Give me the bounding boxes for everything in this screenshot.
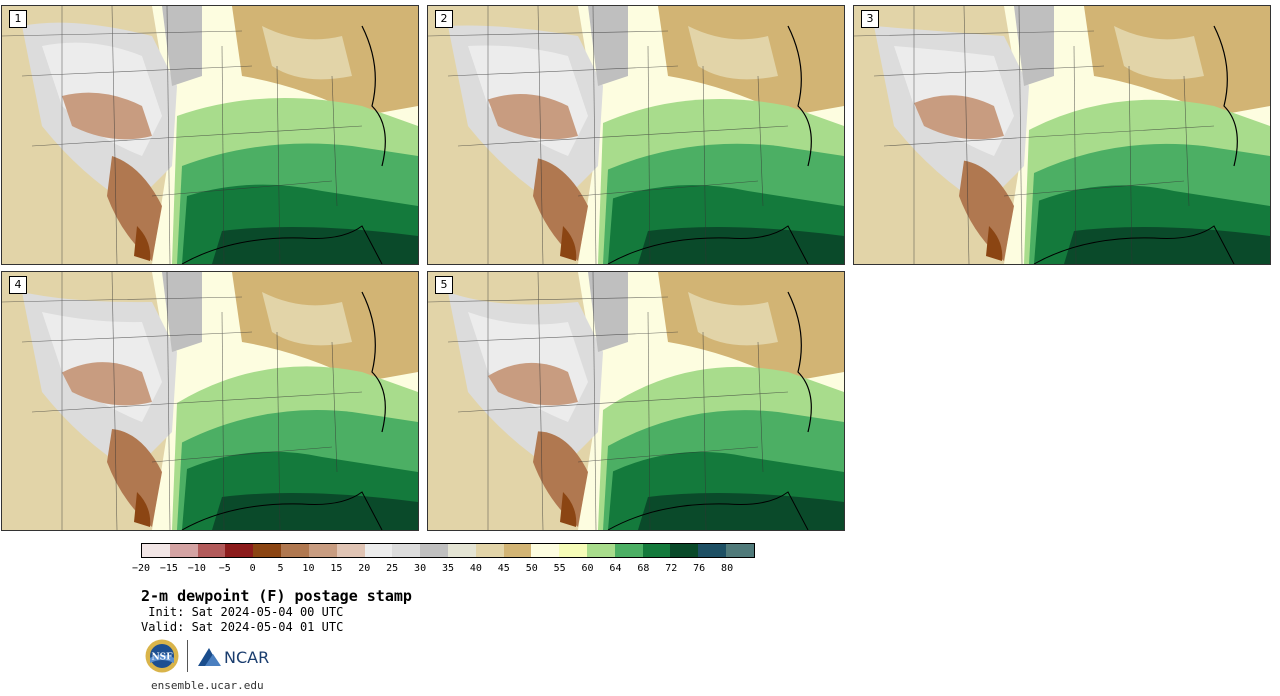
colorbar-swatch bbox=[197, 544, 226, 557]
colorbar-tick-label: −20 bbox=[131, 563, 151, 574]
colorbar-swatch bbox=[614, 544, 643, 557]
member-panel-5: 5 bbox=[427, 271, 845, 531]
member-panel-3: 3 bbox=[853, 5, 1271, 265]
colorbar bbox=[141, 543, 755, 558]
colorbar-ticks: −20 −15 −10 −5 0 5 10 15 20 25 30 35 40 45 50 55 60 64 68 7… bbox=[132, 563, 755, 577]
colorbar-tick-label: 10 bbox=[302, 563, 315, 574]
colorbar-tick-label: −10 bbox=[187, 563, 206, 574]
colorbar-tick-label: 50 bbox=[525, 563, 538, 574]
colorbar-tick-label: 76 bbox=[693, 563, 706, 574]
panel-number: 4 bbox=[9, 276, 27, 294]
colorbar-tick-label: 40 bbox=[469, 563, 482, 574]
dewpoint-map-4 bbox=[2, 272, 418, 530]
colorbar-swatch bbox=[642, 544, 671, 557]
colorbar-swatch bbox=[364, 544, 393, 557]
ncar-logo-text: NCAR bbox=[224, 648, 269, 667]
panel-number: 1 bbox=[9, 10, 27, 28]
map-title: 2-m dewpoint (F) postage stamp bbox=[141, 587, 412, 605]
colorbar-swatch bbox=[392, 544, 421, 557]
ncar-logo-icon: NCAR bbox=[198, 648, 269, 667]
colorbar-tick-label: 0 bbox=[249, 563, 256, 574]
colorbar-tick-label: 64 bbox=[609, 563, 622, 574]
colorbar-swatch bbox=[308, 544, 337, 557]
dewpoint-map-2 bbox=[428, 6, 844, 264]
colorbar-swatch bbox=[531, 544, 560, 557]
colorbar-tick-label: 55 bbox=[553, 563, 566, 574]
colorbar-swatch bbox=[670, 544, 699, 557]
colorbar-swatch bbox=[420, 544, 448, 557]
dewpoint-map-5 bbox=[428, 272, 844, 530]
colorbar-swatch bbox=[475, 544, 504, 557]
colorbar-tick-label: −15 bbox=[159, 563, 178, 574]
colorbar-tick-label: 68 bbox=[637, 563, 650, 574]
colorbar-tick-label: 72 bbox=[665, 563, 678, 574]
colorbar-tick-label: 15 bbox=[330, 563, 343, 574]
site-url: ensemble.ucar.edu bbox=[151, 679, 264, 692]
colorbar-swatch bbox=[225, 544, 254, 557]
colorbar-swatch bbox=[503, 544, 532, 557]
nsf-logo-text: NSF bbox=[151, 653, 173, 663]
colorbar-swatch bbox=[559, 544, 587, 557]
colorbar-swatch bbox=[698, 544, 727, 557]
member-panel-1: 1 bbox=[1, 5, 419, 265]
colorbar-swatch bbox=[281, 544, 309, 557]
colorbar-tick-label: 20 bbox=[358, 563, 371, 574]
nsf-logo-icon: NSF bbox=[145, 639, 179, 673]
colorbar-tick-label: 5 bbox=[277, 563, 284, 574]
colorbar-swatch bbox=[587, 544, 615, 557]
member-panel-2: 2 bbox=[427, 5, 845, 265]
panel-number: 5 bbox=[435, 276, 453, 294]
init-time: Init: Sat 2024-05-04 00 UTC bbox=[141, 605, 344, 619]
dewpoint-map-1 bbox=[2, 6, 418, 264]
colorbar-tick-label: 25 bbox=[386, 563, 399, 574]
member-panel-4: 4 bbox=[1, 271, 419, 531]
colorbar-tick-label: 60 bbox=[581, 563, 594, 574]
colorbar-swatch bbox=[336, 544, 365, 557]
colorbar-tick-label: 35 bbox=[441, 563, 455, 574]
panel-number: 3 bbox=[861, 10, 879, 28]
colorbar-swatch bbox=[169, 544, 198, 557]
colorbar-swatch bbox=[726, 544, 754, 557]
colorbar-swatch bbox=[142, 544, 170, 557]
colorbar-tick-label: −5 bbox=[218, 563, 231, 574]
colorbar-swatch bbox=[253, 544, 282, 557]
colorbar-swatch bbox=[447, 544, 476, 557]
colorbar-tick-label: 80 bbox=[721, 563, 734, 574]
colorbar-tick-label: 45 bbox=[497, 563, 510, 574]
colorbar-tick-label: 30 bbox=[414, 563, 427, 574]
logo-divider bbox=[187, 640, 188, 672]
valid-time: Valid: Sat 2024-05-04 01 UTC bbox=[141, 620, 344, 634]
panel-number: 2 bbox=[435, 10, 453, 28]
dewpoint-map-3 bbox=[854, 6, 1270, 264]
